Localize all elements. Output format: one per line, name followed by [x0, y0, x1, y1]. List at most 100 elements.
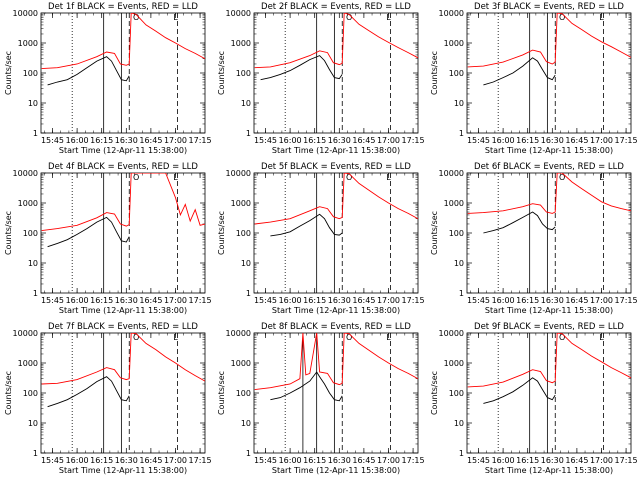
y-tick-label: 100 — [449, 389, 464, 398]
y-axis-label: Counts/sec — [4, 211, 13, 255]
x-tick-label: 16:00 — [66, 296, 89, 305]
x-tick-label: 16:45 — [565, 456, 588, 465]
y-tick-label: 10000 — [226, 169, 251, 178]
y-tick-label: 1 — [33, 449, 38, 458]
y-tick-label: 1 — [459, 289, 464, 298]
chart-svg: 1 10 100 1000 10000 15:45 16:00 16:15 16:30 16:45… — [217, 2, 425, 155]
x-tick-label: 17:15 — [189, 296, 212, 305]
y-tick-label: 10 — [454, 99, 464, 108]
chart-title: Det 8f BLACK = Events, RED = LLD — [261, 322, 411, 332]
top-marker-label: L — [173, 13, 178, 22]
top-marker-label: O — [559, 13, 565, 22]
x-tick-label: 16:15 — [516, 456, 539, 465]
x-tick-label: 16:15 — [303, 296, 326, 305]
red-lld-series — [254, 333, 418, 391]
x-tick-label: 16:30 — [115, 136, 138, 145]
chart-title: Det 4f BLACK = Events, RED = LLD — [48, 162, 198, 172]
x-tick-label: 15:45 — [41, 136, 64, 145]
x-tick-label: 16:00 — [279, 456, 302, 465]
x-tick-label: 16:30 — [541, 136, 564, 145]
x-tick-label: 16:15 — [516, 296, 539, 305]
x-tick-label: 16:45 — [352, 296, 375, 305]
x-tick-label: 16:30 — [541, 456, 564, 465]
y-tick-label: 1 — [246, 449, 251, 458]
y-tick-label: 1000 — [231, 359, 251, 368]
x-tick-label: 16:45 — [139, 136, 162, 145]
black-events-series — [47, 216, 130, 248]
y-tick-label: 1000 — [18, 359, 38, 368]
chart-title: Det 2f BLACK = Events, RED = LLD — [261, 2, 411, 12]
chart-svg: 1 10 100 1000 10000 15:45 16:00 16:15 16:30 16:45… — [4, 162, 212, 315]
black-events-series — [47, 376, 130, 408]
y-tick-label: 10 — [454, 419, 464, 428]
chart-title: Det 6f BLACK = Events, RED = LLD — [474, 162, 624, 172]
y-axis-label: Counts/sec — [430, 211, 439, 255]
top-marker-label: O — [133, 333, 139, 342]
top-marker-label: O — [559, 173, 565, 182]
top-marker-label: L — [599, 13, 604, 22]
chart-svg: 1 10 100 1000 10000 15:45 16:00 16:15 16:30 16:45… — [217, 162, 425, 315]
y-axis-label: Counts/sec — [4, 371, 13, 415]
plot-frame — [466, 332, 632, 454]
y-axis-label: Counts/sec — [217, 211, 226, 255]
x-tick-label: 17:00 — [164, 136, 187, 145]
chart-panel-6: 1 10 100 1000 10000 15:45 16:00 16:15 16:30 16:45… — [426, 160, 639, 320]
chart-title: Det 1f BLACK = Events, RED = LLD — [48, 2, 198, 12]
y-tick-label: 10 — [28, 99, 38, 108]
plot-frame — [466, 12, 632, 134]
chart-svg: 1 10 100 1000 10000 15:45 16:00 16:15 16:30 16:45… — [217, 322, 425, 475]
x-tick-label: 15:45 — [41, 296, 64, 305]
x-tick-label: 15:45 — [254, 136, 277, 145]
x-tick-label: 16:00 — [492, 456, 515, 465]
plot-frame — [466, 172, 632, 294]
black-events-series — [483, 57, 556, 86]
chart-panel-5: 1 10 100 1000 10000 15:45 16:00 16:15 16:30 16:45… — [213, 160, 426, 320]
x-tick-label: 17:00 — [164, 456, 187, 465]
x-tick-label: 16:15 — [90, 136, 113, 145]
top-marker-label: O — [559, 333, 565, 342]
x-axis-label: Start Time (12-Apr-11 15:38:00) — [272, 466, 400, 475]
y-tick-label: 100 — [449, 229, 464, 238]
y-tick-label: 100 — [236, 389, 251, 398]
y-tick-label: 1000 — [444, 39, 464, 48]
red-lld-series — [467, 333, 631, 388]
x-axis-label: Start Time (12-Apr-11 15:38:00) — [59, 306, 187, 315]
x-tick-label: 16:30 — [541, 296, 564, 305]
x-axis-label: Start Time (12-Apr-11 15:38:00) — [272, 146, 400, 155]
y-tick-label: 1000 — [18, 199, 38, 208]
chart-panel-7: 1 10 100 1000 10000 15:45 16:00 16:15 16:30 16:45… — [0, 320, 213, 480]
chart-title: Det 9f BLACK = Events, RED = LLD — [474, 322, 624, 332]
chart-title: Det 7f BLACK = Events, RED = LLD — [48, 322, 198, 332]
x-tick-label: 16:00 — [66, 456, 89, 465]
series-group — [467, 13, 631, 86]
x-tick-label: 16:30 — [328, 456, 351, 465]
x-tick-label: 16:15 — [303, 456, 326, 465]
series-group — [467, 333, 631, 404]
x-tick-label: 17:00 — [377, 136, 400, 145]
y-tick-label: 10 — [241, 419, 251, 428]
black-events-series — [47, 56, 130, 86]
chart-title: Det 3f BLACK = Events, RED = LLD — [474, 2, 624, 12]
x-tick-label: 17:00 — [590, 296, 613, 305]
x-tick-label: 16:30 — [115, 296, 138, 305]
chart-svg: 1 10 100 1000 10000 15:45 16:00 16:15 16:30 16:45… — [430, 162, 638, 315]
x-tick-label: 16:00 — [66, 136, 89, 145]
x-tick-label: 16:45 — [352, 456, 375, 465]
x-tick-label: 15:45 — [467, 456, 490, 465]
y-tick-label: 10 — [28, 419, 38, 428]
y-tick-label: 10000 — [439, 169, 464, 178]
chart-svg: 1 10 100 1000 10000 15:45 16:00 16:15 16:30 16:45… — [4, 2, 212, 155]
y-tick-label: 10000 — [13, 169, 38, 178]
chart-panel-4: 1 10 100 1000 10000 15:45 16:00 16:15 16:30 16:45… — [0, 160, 213, 320]
y-tick-label: 1000 — [444, 199, 464, 208]
x-tick-label: 16:30 — [328, 136, 351, 145]
y-tick-label: 100 — [23, 69, 38, 78]
black-events-series — [270, 371, 343, 402]
y-tick-label: 100 — [449, 69, 464, 78]
y-tick-label: 1000 — [231, 199, 251, 208]
x-tick-label: 17:15 — [402, 136, 425, 145]
x-tick-label: 17:00 — [377, 456, 400, 465]
chart-panel-1: 1 10 100 1000 10000 15:45 16:00 16:15 16:30 16:45… — [0, 0, 213, 160]
x-tick-label: 16:45 — [565, 136, 588, 145]
